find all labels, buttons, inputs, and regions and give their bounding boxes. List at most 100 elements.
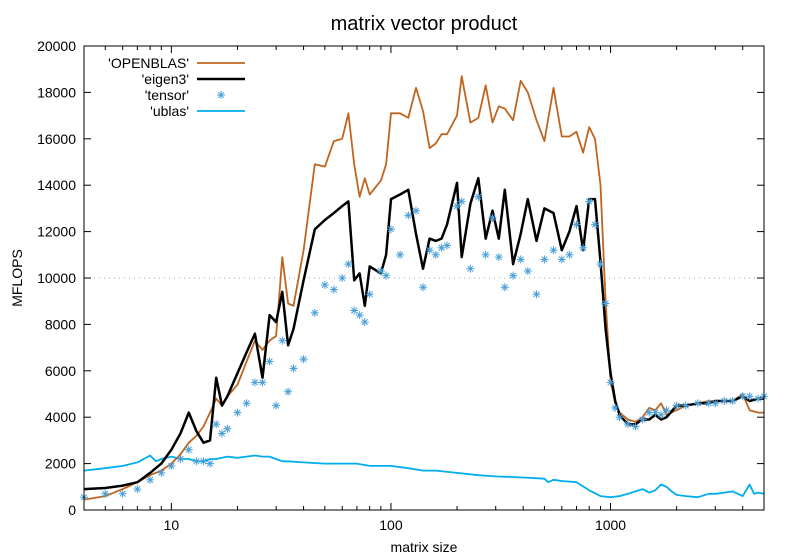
legend-label-ublas: 'ublas' (150, 103, 189, 119)
data-point-tensor (466, 264, 475, 273)
data-point-tensor (338, 274, 347, 282)
data-point-tensor (278, 336, 287, 345)
data-point-tensor (754, 394, 763, 403)
x-axis-label: matrix size (391, 539, 458, 555)
data-point-tensor (157, 468, 166, 477)
data-point-tensor (532, 290, 541, 299)
data-point-tensor (176, 454, 185, 463)
data-point-tensor (425, 246, 434, 255)
data-point-tensor (404, 211, 413, 220)
data-point-tensor (565, 250, 574, 259)
data-point-tensor (516, 255, 525, 264)
data-point-tensor (494, 253, 503, 262)
data-point-tensor (585, 197, 594, 206)
y-tick-label: 4000 (45, 409, 76, 425)
y-axis-label: MFLOPS (9, 249, 25, 307)
data-point-tensor (557, 255, 566, 264)
data-point-tensor (419, 283, 428, 292)
data-point-tensor (672, 401, 681, 410)
data-point-tensor (360, 318, 369, 327)
data-point-tensor (728, 396, 737, 405)
data-point-tensor (681, 401, 690, 410)
data-point-tensor (481, 250, 490, 259)
data-point-tensor (329, 285, 338, 294)
data-point-tensor (242, 399, 251, 408)
data-point-tensor (591, 220, 600, 229)
y-tick-label: 16000 (37, 131, 76, 147)
data-point-tensor (662, 406, 671, 415)
data-point-tensor (386, 225, 395, 234)
x-tick-label: 10 (164, 517, 180, 533)
data-point-tensor (509, 271, 518, 280)
data-point-tensor (382, 271, 391, 280)
data-point-tensor (146, 475, 155, 484)
data-point-tensor (310, 308, 319, 317)
data-point-tensor (272, 401, 281, 410)
data-point-tensor (212, 420, 221, 429)
plot-frame (83, 45, 765, 511)
data-point-tensor (133, 485, 142, 494)
data-point-tensor (638, 415, 647, 424)
data-point-tensor (579, 243, 588, 252)
data-point-tensor (184, 445, 193, 454)
data-point-tensor (284, 387, 293, 396)
data-point-tensor (720, 396, 729, 405)
data-point-tensor (443, 241, 452, 250)
y-tick-label: 6000 (45, 363, 76, 379)
legend: 'OPENBLAS''eigen3''tensor''ublas' (108, 55, 245, 119)
data-point-tensor (344, 260, 353, 269)
data-point-tensor (645, 408, 654, 417)
data-point-tensor (488, 213, 497, 222)
data-point-tensor (355, 311, 364, 320)
data-point-tensor (738, 392, 747, 401)
data-point-tensor (711, 399, 720, 408)
y-tick-label: 20000 (37, 38, 76, 54)
data-point-tensor (289, 364, 298, 373)
data-point-tensor (596, 260, 605, 269)
data-point-tensor (437, 243, 446, 252)
legend-label-tensor: 'tensor' (145, 87, 189, 103)
y-tick-label: 12000 (37, 224, 76, 240)
data-point-tensor (523, 267, 532, 276)
data-point-tensor (101, 489, 110, 498)
x-tick-label: 100 (379, 517, 403, 533)
plot-area (80, 75, 768, 502)
data-point-tensor (365, 290, 374, 299)
data-point-tensor (376, 267, 385, 276)
data-point-tensor (192, 457, 201, 466)
y-tick-label: 18000 (37, 84, 76, 100)
chart-title: matrix vector product (331, 13, 518, 35)
y-tick-label: 8000 (45, 316, 76, 332)
data-point-tensor (657, 410, 666, 419)
data-point-tensor (217, 429, 226, 438)
data-point-tensor (250, 378, 259, 387)
data-point-tensor (258, 378, 267, 387)
data-point-tensor (540, 255, 549, 264)
y-tick-label: 10000 (37, 270, 76, 286)
data-point-tensor (474, 192, 483, 201)
data-point-tensor (457, 197, 466, 206)
data-point-tensor (631, 422, 640, 431)
x-tick-label: 1000 (595, 517, 626, 533)
data-point-tensor (411, 206, 420, 215)
axis-ticks: 0 2000 4000 6000 8000 10000 12000 14000 16000 180… (37, 38, 765, 533)
data-point-tensor (396, 250, 405, 259)
data-point-tensor (233, 408, 242, 417)
data-point-tensor (549, 246, 558, 255)
data-point-tensor (431, 250, 440, 259)
data-point-tensor (601, 299, 610, 308)
data-point-tensor (606, 378, 615, 387)
y-tick-label: 14000 (37, 177, 76, 193)
series-points-tensor (80, 192, 768, 502)
data-point-tensor (118, 489, 127, 498)
data-point-tensor (350, 306, 359, 315)
data-point-tensor (500, 283, 509, 292)
legend-swatch-tensor (217, 91, 225, 99)
data-point-tensor (704, 399, 713, 408)
data-point-tensor (572, 220, 581, 229)
legend-label-eigen3: 'eigen3' (142, 71, 189, 87)
data-point-tensor (611, 403, 620, 412)
data-point-tensor (223, 424, 232, 433)
data-point-tensor (167, 461, 176, 470)
